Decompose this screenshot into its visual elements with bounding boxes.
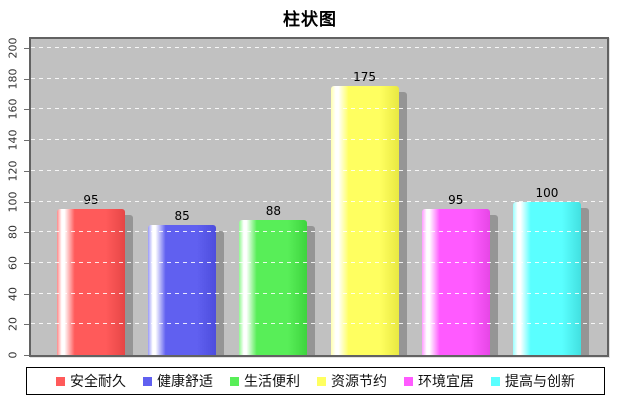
gridline [31,292,607,294]
bar-4 [421,209,490,355]
bar-group: 85 [148,208,217,355]
bar-1 [148,224,217,355]
legend-swatch [404,376,413,386]
legend-swatch [56,376,65,386]
legend: 安全耐久 健康舒适 生活便利 资源节约 环境宜居 提高与创新 [26,367,605,395]
legend-label: 健康舒适 [157,374,213,390]
bar-5 [512,201,581,355]
y-axis-tick-label: 160 [6,98,20,120]
legend-label: 提高与创新 [505,374,575,390]
bar-group: 95 [421,193,490,355]
gridline [31,169,607,171]
legend-swatch [230,376,239,386]
gridline [31,323,607,325]
legend-item: 环境宜居 [404,371,474,391]
y-axis-tick-label: 200 [6,37,20,59]
legend-swatch [317,376,326,386]
chart-title: 柱状图 [283,10,337,30]
plot-area: 95 85 88 175 95 100 [29,37,609,357]
gridline [31,261,607,263]
gridline [31,200,607,202]
legend-item: 提高与创新 [491,371,575,391]
legend-item: 资源节约 [317,371,387,391]
legend-item: 生活便利 [230,371,300,391]
y-axis-tick-label: 100 [6,191,20,212]
bar-value-label: 88 [265,203,282,218]
legend-label: 资源节约 [331,374,387,390]
legend-label: 生活便利 [244,374,300,390]
bar-value-label: 95 [448,193,464,208]
legend-swatch [491,376,500,386]
y-axis-tick-label: 120 [6,160,20,182]
legend-label: 环境宜居 [418,374,474,390]
gridline [31,47,607,48]
y-axis-tick-label: 80 [6,225,20,240]
bar-2 [239,219,308,355]
bar-3 [330,86,399,355]
legend-swatch [143,376,152,386]
bars-container: 95 85 88 175 95 100 [31,39,607,355]
legend-label: 安全耐久 [70,374,126,390]
y-axis-tick-label: 60 [6,255,20,270]
bar-value-label: 100 [535,185,559,200]
bar-value-label: 95 [83,193,99,208]
bar-group: 95 [57,194,125,355]
legend-item: 安全耐久 [56,371,126,391]
bar-group: 175 [330,70,399,355]
bar-0 [57,209,125,355]
bar-value-label: 175 [353,70,377,85]
y-axis-tick-label: 140 [6,129,20,151]
gridline [31,108,607,110]
bar-group: 88 [239,203,308,355]
legend-item: 健康舒适 [143,371,213,391]
bar-value-label: 85 [174,208,190,223]
gridline [31,231,607,233]
gridline [31,139,607,141]
bar-group: 100 [512,185,581,355]
y-axis-tick-label: 40 [6,286,20,301]
y-axis-tick-label: 180 [6,68,20,90]
y-axis-tick-label: 0 [6,351,20,359]
y-axis-tick-label: 20 [6,317,20,332]
gridline [31,77,607,79]
